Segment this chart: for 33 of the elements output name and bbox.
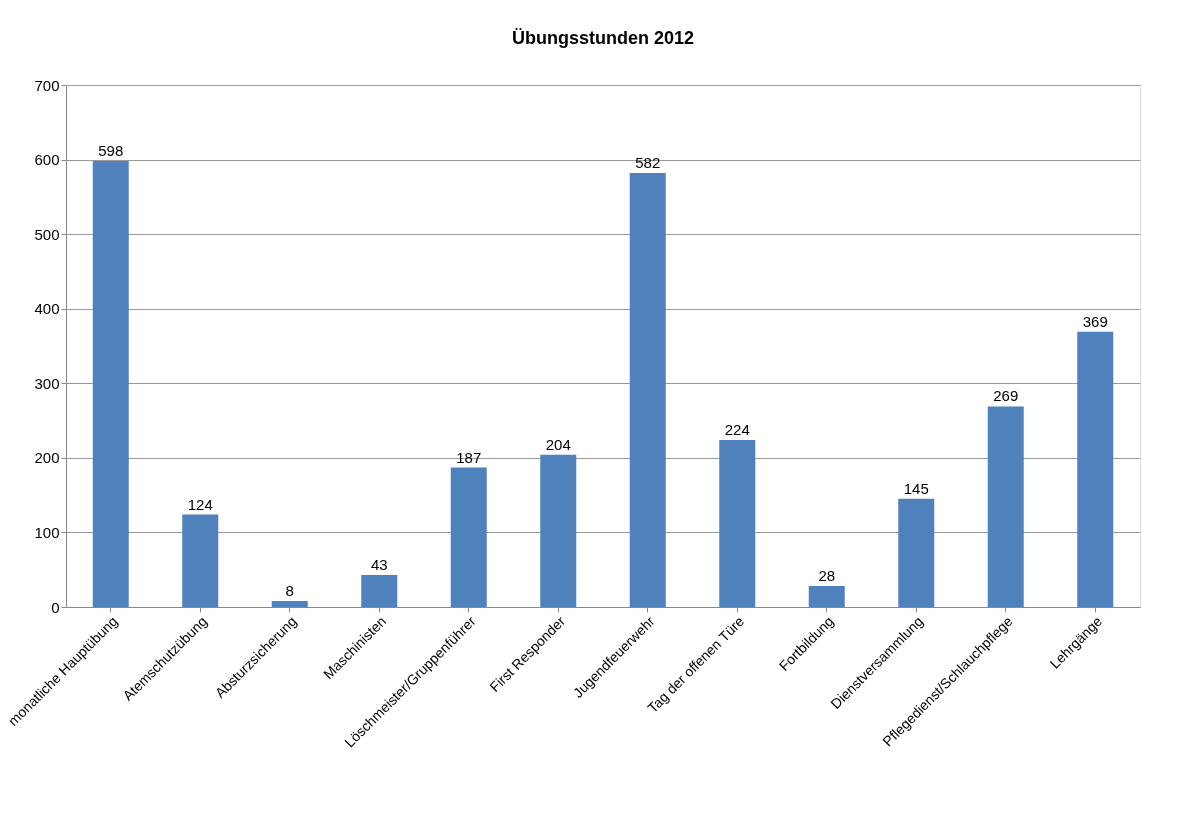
y-tick-label: 100 — [34, 523, 60, 541]
data-label: 28 — [818, 567, 836, 585]
bar — [808, 586, 845, 607]
data-label: 269 — [993, 387, 1019, 405]
y-tick-label: 0 — [51, 598, 60, 616]
data-label: 8 — [285, 582, 294, 600]
bar — [540, 454, 577, 607]
y-tick-label: 600 — [34, 151, 60, 169]
y-tick-label: 700 — [34, 76, 60, 94]
bar — [987, 406, 1024, 607]
data-label: 582 — [635, 153, 661, 171]
bar — [182, 514, 219, 607]
bar — [898, 498, 935, 607]
data-label: 369 — [1082, 312, 1108, 330]
data-label: 145 — [903, 479, 929, 497]
bar — [629, 172, 666, 607]
y-tick-label: 200 — [34, 449, 60, 467]
bar — [1077, 331, 1114, 607]
bar — [361, 574, 398, 607]
data-label: 124 — [187, 495, 213, 513]
data-label: 598 — [98, 142, 124, 160]
chart-title: Übungsstunden 2012 — [511, 28, 695, 48]
data-label: 204 — [545, 435, 571, 453]
bar — [719, 439, 756, 607]
data-label: 43 — [370, 555, 388, 573]
bar — [271, 601, 308, 607]
data-label: 187 — [456, 448, 482, 466]
y-tick-label: 300 — [34, 374, 60, 392]
y-tick-label: 400 — [34, 300, 60, 318]
bar — [92, 161, 129, 607]
y-tick-label: 500 — [34, 225, 60, 243]
data-label: 224 — [724, 420, 750, 438]
bar — [450, 467, 487, 607]
